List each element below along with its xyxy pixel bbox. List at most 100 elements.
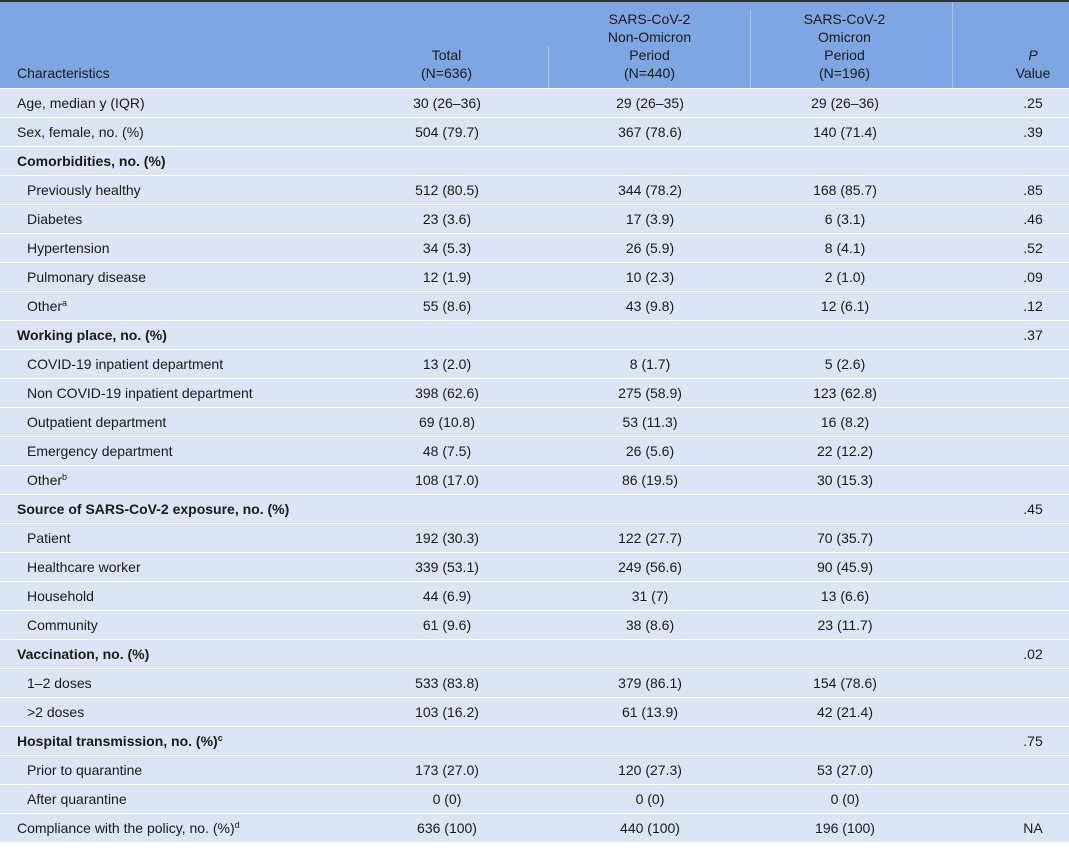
row-label: 1–2 doses — [0, 675, 345, 691]
value-cell: 0 (0) — [432, 791, 462, 807]
p-value: .45 — [1023, 501, 1043, 517]
value-cell: 90 (45.9) — [816, 559, 874, 575]
value-cell: 13 (6.6) — [820, 588, 870, 604]
p-value: .37 — [1023, 327, 1043, 343]
table-row: Compliance with the policy, no. (%)d 636 … — [0, 814, 1069, 843]
value-cell: 5 (2.6) — [824, 356, 866, 372]
value-cell: 61 (13.9) — [621, 704, 679, 720]
header-row: Characteristics Total (N=636) SARS-CoV-2 Non… — [0, 2, 1069, 89]
table-row: Non COVID-19 inpatient department 398 (62… — [0, 379, 1069, 408]
label-text: Working place, no. (%) — [17, 327, 167, 343]
value-cell: 53 (27.0) — [816, 762, 874, 778]
value-cell: 173 (27.0) — [415, 762, 479, 778]
value-cell: 10 (2.3) — [625, 269, 675, 285]
row-label: Sex, female, no. (%) — [0, 124, 345, 140]
row-label: Vaccination, no. (%) — [0, 646, 345, 662]
label-text: Outpatient department — [27, 414, 167, 430]
value-cell: 8 (4.1) — [824, 240, 866, 256]
label-text: Community — [27, 617, 98, 633]
table-row: Othera 55 (8.6) 43 (9.8) 12 (6.1) .12 — [0, 292, 1069, 321]
header-line: SARS-CoV-2 — [608, 11, 691, 27]
table-row: Hospital transmission, no. (%)c .75 — [0, 727, 1069, 756]
value-cell: 249 (56.6) — [618, 559, 682, 575]
value-cell: 22 (12.2) — [816, 443, 874, 459]
row-label: Non COVID-19 inpatient department — [0, 385, 345, 401]
value-cell: 61 (9.6) — [422, 617, 472, 633]
value-cell: 122 (27.7) — [618, 530, 682, 546]
value-cell: 23 (3.6) — [422, 211, 472, 227]
label-text: After quarantine — [27, 791, 127, 807]
value-cell: 29 (26–36) — [811, 95, 879, 111]
table-row: Diabetes 23 (3.6) 17 (3.9) 6 (3.1) .46 — [0, 205, 1069, 234]
table-row: Otherb 108 (17.0) 86 (19.5) 30 (15.3) — [0, 466, 1069, 495]
value-cell: 154 (78.6) — [813, 675, 877, 691]
label-text: Non COVID-19 inpatient department — [27, 385, 253, 401]
label-text: Hypertension — [27, 240, 110, 256]
value-cell: 344 (78.2) — [618, 182, 682, 198]
p-value: .85 — [1023, 182, 1043, 198]
value-cell: 192 (30.3) — [415, 530, 479, 546]
row-label: Othera — [0, 298, 345, 314]
label-text: Patient — [27, 530, 71, 546]
value-cell: 17 (3.9) — [625, 211, 675, 227]
p-value: .46 — [1023, 211, 1043, 227]
table-row: Comorbidities, no. (%) — [0, 147, 1069, 176]
label-text: Source of SARS-CoV-2 exposure, no. (%) — [17, 501, 290, 517]
value-cell: 108 (17.0) — [415, 472, 479, 488]
label-text: >2 doses — [27, 704, 85, 720]
table-row: After quarantine 0 (0) 0 (0) 0 (0) — [0, 785, 1069, 814]
value-cell: 168 (85.7) — [813, 182, 877, 198]
value-cell: 44 (6.9) — [422, 588, 472, 604]
value-cell: 440 (100) — [620, 820, 680, 836]
row-label: Healthcare worker — [0, 559, 345, 575]
label-text: Age, median y (IQR) — [17, 95, 145, 111]
header-cell: Total (N=636) — [345, 46, 549, 88]
p-value: NA — [1023, 820, 1043, 836]
table-row: Household 44 (6.9) 31 (7) 13 (6.6) — [0, 582, 1069, 611]
table-row: Healthcare worker 339 (53.1) 249 (56.6) 90 … — [0, 553, 1069, 582]
row-label: Hypertension — [0, 240, 345, 256]
label-text: Previously healthy — [27, 182, 141, 198]
table-row: Pulmonary disease 12 (1.9) 10 (2.3) 2 (1.0)… — [0, 263, 1069, 292]
value-cell: 26 (5.9) — [625, 240, 675, 256]
table-row: Prior to quarantine 173 (27.0) 120 (27.3) 5… — [0, 756, 1069, 785]
p-value: .52 — [1023, 240, 1043, 256]
value-cell: 339 (53.1) — [415, 559, 479, 575]
row-label: Working place, no. (%) — [0, 327, 345, 343]
label-text: 1–2 doses — [27, 675, 92, 691]
p-value: .02 — [1023, 646, 1043, 662]
value-cell: 196 (100) — [815, 820, 875, 836]
header-line: Total — [431, 47, 462, 63]
value-cell: 103 (16.2) — [415, 704, 479, 720]
row-label: Pulmonary disease — [0, 269, 345, 285]
table-row: Age, median y (IQR) 30 (26–36) 29 (26–35) 2… — [0, 89, 1069, 118]
value-cell: 48 (7.5) — [422, 443, 472, 459]
header-line: (N=196) — [819, 65, 870, 81]
row-label: Community — [0, 617, 345, 633]
value-cell: 512 (80.5) — [415, 182, 479, 198]
row-label: Emergency department — [0, 443, 345, 459]
row-label: Hospital transmission, no. (%)c — [0, 733, 345, 749]
header-cell: Characteristics — [17, 65, 110, 81]
row-label: Otherb — [0, 472, 345, 488]
value-cell: 123 (62.8) — [813, 385, 877, 401]
header-cell: SARS-CoV-2 Non-Omicron Period (N=440) — [549, 10, 751, 88]
label-text: Household — [27, 588, 94, 604]
header-line: SARS-CoV-2 — [803, 11, 886, 27]
table-row: COVID-19 inpatient department 13 (2.0) 8 (… — [0, 350, 1069, 379]
value-cell: 8 (1.7) — [629, 356, 671, 372]
value-cell: 533 (83.8) — [415, 675, 479, 691]
value-cell: 23 (11.7) — [817, 617, 873, 633]
footnote-mark: c — [217, 733, 223, 743]
label-text: Healthcare worker — [27, 559, 141, 575]
table-row: Previously healthy 512 (80.5) 344 (78.2) 16… — [0, 176, 1069, 205]
footnote-mark: a — [62, 298, 68, 308]
label-text: Diabetes — [27, 211, 83, 227]
footnote-mark: d — [234, 820, 240, 830]
table-row: Working place, no. (%) .37 — [0, 321, 1069, 350]
row-label: Age, median y (IQR) — [0, 95, 345, 111]
table-row: Source of SARS-CoV-2 exposure, no. (%) .4… — [0, 495, 1069, 524]
row-label: Patient — [0, 530, 345, 546]
